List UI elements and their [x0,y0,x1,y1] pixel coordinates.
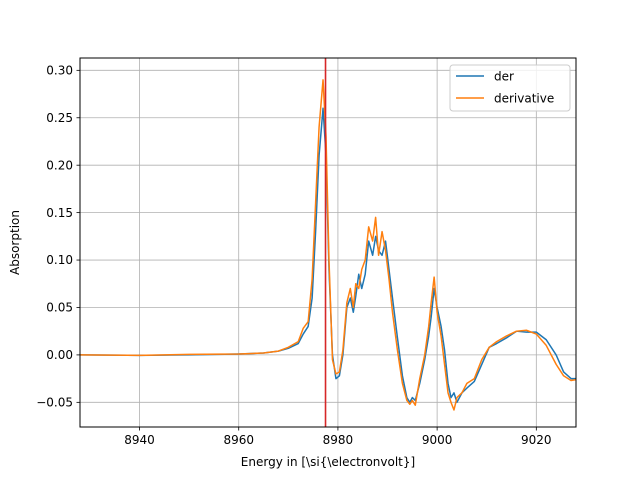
x-axis-label: Energy in [\si{\electronvolt}] [241,455,415,469]
y-tick-label: 0.25 [46,111,73,125]
plot-frame [79,57,577,428]
y-axis-label: Absorption [8,210,22,275]
x-tick-label: 8940 [124,433,155,447]
y-tick-label: 0.30 [46,64,73,78]
legend-label-derivative: derivative [494,91,554,105]
series-line-der [80,107,576,404]
series-line-derivative [80,79,576,411]
series-layer [80,79,576,411]
y-tick-label: 0.00 [46,348,73,362]
axis-ticks: 8940 8960 8980 9000 9020 −0.05 0.00 0.05 0.10 0.1… [36,64,551,447]
legend: der derivative [449,64,571,112]
x-tick-label: 8980 [323,433,354,447]
y-tick-label: 0.15 [46,206,73,220]
x-tick-label: 8960 [223,433,254,447]
y-tick-label: 0.20 [46,158,73,172]
legend-label-der: der [494,69,514,83]
y-tick-label: −0.05 [36,396,73,410]
y-tick-label: 0.05 [46,301,73,315]
y-tick-label: 0.10 [46,253,73,267]
x-tick-label: 9020 [521,433,552,447]
x-tick-label: 9000 [422,433,453,447]
